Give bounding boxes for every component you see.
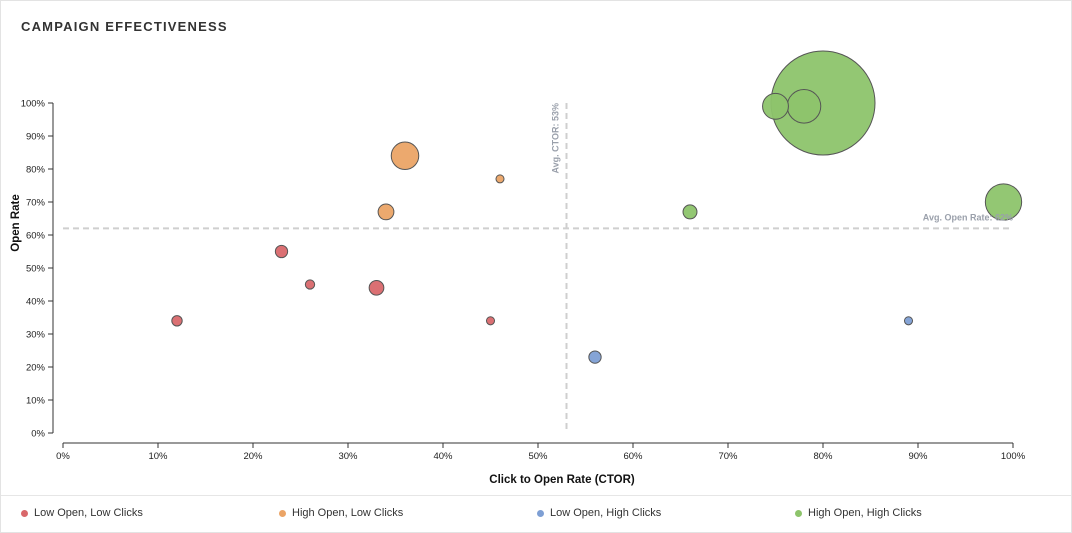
x-tick-label: 40% xyxy=(433,451,453,462)
legend-item[interactable]: High Open, High Clicks xyxy=(795,507,922,519)
y-tick-label: 100% xyxy=(21,99,46,110)
bubble-point[interactable] xyxy=(390,141,420,171)
legend-label: High Open, High Clicks xyxy=(808,507,922,519)
axes: 0% 10% 20% 30% 40% 50% 60% 70% 80% 90% 100% 0% 10% 20… xyxy=(21,99,1026,463)
legend-label: High Open, Low Clicks xyxy=(292,507,404,519)
bubble-point[interactable] xyxy=(495,174,505,184)
legend-item[interactable]: Low Open, Low Clicks xyxy=(21,507,143,519)
legend-label: Low Open, High Clicks xyxy=(550,507,662,519)
y-tick-label: 20% xyxy=(26,363,46,374)
bubble-point[interactable] xyxy=(984,183,1023,221)
bubble-point[interactable] xyxy=(485,316,496,326)
chart-title: CAMPAIGN EFFECTIVENESS xyxy=(21,19,228,34)
reference-labels: Avg. CTOR: 53% Avg. Open Rate: 62% xyxy=(551,103,1014,222)
bubble-point[interactable] xyxy=(304,279,316,290)
x-tick-label: 80% xyxy=(813,451,833,462)
y-tick-label: 70% xyxy=(26,198,46,209)
y-tick-label: 0% xyxy=(31,429,45,440)
legend-item[interactable]: High Open, Low Clicks xyxy=(279,507,403,519)
x-tick-label: 70% xyxy=(718,451,738,462)
legend-marker xyxy=(537,509,544,517)
legend-marker xyxy=(279,509,286,517)
bubble-point[interactable] xyxy=(786,89,822,124)
y-tick-label: 30% xyxy=(26,330,46,341)
y-axis-title: Open Rate xyxy=(10,194,22,252)
y-tick-label: 60% xyxy=(26,231,46,242)
x-tick-label: 20% xyxy=(243,451,263,462)
legend-item[interactable]: Low Open, High Clicks xyxy=(537,507,661,519)
y-tick-label: 40% xyxy=(26,297,46,308)
y-tick-label: 10% xyxy=(26,396,46,407)
bubble-point[interactable] xyxy=(274,244,289,259)
x-tick-label: 10% xyxy=(148,451,168,462)
legend: Low Open, Low Clicks High Open, Low Click… xyxy=(1,495,1071,532)
y-tick-label: 90% xyxy=(26,132,46,143)
x-axis-title: Click to Open Rate (CTOR) xyxy=(489,474,635,486)
bubble-point[interactable] xyxy=(377,203,395,221)
bubble-point[interactable] xyxy=(368,279,385,296)
y-tick-label: 80% xyxy=(26,165,46,176)
bubble-point[interactable] xyxy=(762,92,789,120)
x-tick-label: 60% xyxy=(623,451,643,462)
legend-marker xyxy=(21,509,28,517)
x-tick-label: 0% xyxy=(56,451,70,462)
legend-marker xyxy=(795,509,802,517)
bubble-point[interactable] xyxy=(171,315,183,327)
legend-label: Low Open, Low Clicks xyxy=(34,507,143,519)
bubble-point[interactable] xyxy=(588,350,602,364)
x-tick-label: 30% xyxy=(338,451,358,462)
x-tick-label: 90% xyxy=(908,451,928,462)
avg-open-rate-label: Avg. Open Rate: 62% xyxy=(923,212,1013,222)
bubble-point[interactable] xyxy=(903,316,914,326)
x-tick-label: 50% xyxy=(528,451,548,462)
avg-ctor-label: Avg. CTOR: 53% xyxy=(551,103,561,174)
reference-lines xyxy=(63,103,1013,433)
y-tick-label: 50% xyxy=(26,264,46,275)
bubble-point[interactable] xyxy=(682,204,698,220)
bubble-chart: 0% 10% 20% 30% 40% 50% 60% 70% 80% 90% 100% 0% 10% 20… xyxy=(10,50,1026,486)
x-tick-label: 100% xyxy=(1001,451,1026,462)
bubbles xyxy=(171,50,1023,364)
